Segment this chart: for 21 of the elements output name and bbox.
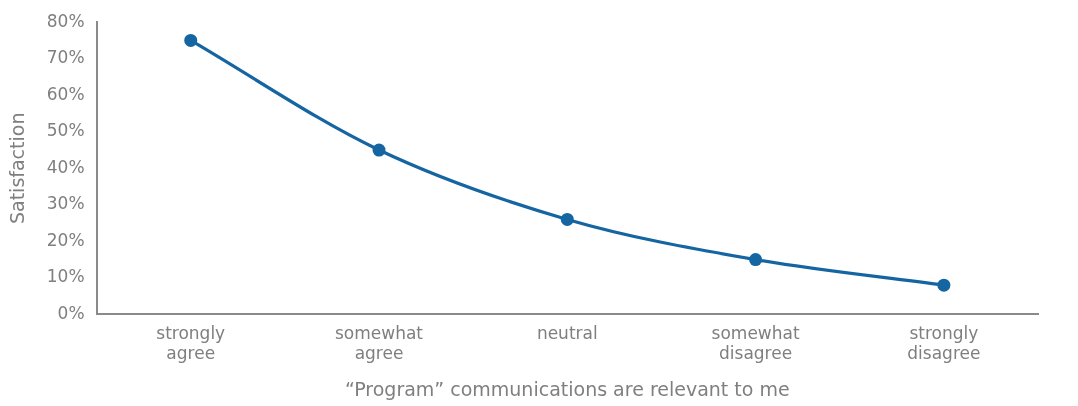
y-tick-label: 40% — [46, 156, 85, 177]
y-axis-title: Satisfaction — [6, 112, 29, 225]
y-tick-label: 60% — [46, 83, 85, 104]
y-tick-label: 80% — [46, 10, 85, 31]
y-tick-label: 10% — [46, 266, 85, 287]
y-tick-label: 0% — [57, 302, 85, 323]
x-tick-label: strongly disagree — [907, 323, 981, 364]
point — [560, 212, 574, 226]
x-tick-label: somewhat agree — [334, 323, 424, 364]
point — [184, 33, 198, 47]
x-tick-label: strongly agree — [156, 323, 226, 364]
x-tick-label: neutral — [536, 323, 598, 344]
x-axis-title: “Program” communications are relevant to me — [344, 377, 790, 400]
y-tick-label: 20% — [46, 229, 85, 250]
y-tick-label: 70% — [46, 47, 85, 68]
y-tick-label: 50% — [46, 120, 85, 141]
point — [372, 143, 386, 157]
x-tick-label: somewhat disagree — [711, 323, 800, 364]
y-tick-label: 30% — [46, 193, 85, 214]
point — [937, 278, 951, 292]
point — [749, 253, 763, 267]
